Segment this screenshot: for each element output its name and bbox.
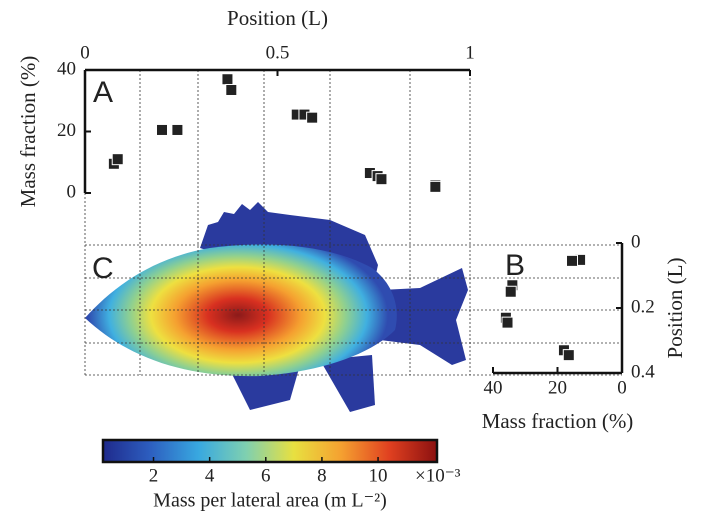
y-axis-label: Position (L) [663, 258, 687, 359]
colorbar-multiplier: ×10⁻³ [415, 465, 461, 486]
panel-label: A [93, 76, 113, 109]
y-tick-label: 0 [631, 231, 641, 252]
data-point [562, 349, 575, 362]
data-point [111, 153, 124, 166]
x-axis-label: Mass fraction (%) [482, 409, 634, 433]
x-axis-label: Position (L) [227, 6, 328, 30]
data-point [504, 285, 517, 298]
colorbar-tick-label: 6 [261, 465, 271, 486]
data-point [171, 123, 184, 136]
x-tick-label: 0 [617, 377, 627, 398]
panel-label: C [92, 252, 114, 285]
data-point [429, 180, 442, 193]
dashed-grid [84, 70, 622, 376]
data-point [156, 123, 168, 136]
colorbar-tick-label: 2 [149, 465, 159, 486]
y-axis-label: Mass fraction (%) [16, 56, 40, 208]
colorbar [101, 438, 439, 464]
colorbar-tick-label: 8 [317, 465, 327, 486]
x-tick-label: 1 [465, 42, 475, 63]
y-tick-label: 40 [57, 58, 76, 79]
data-point [306, 111, 319, 124]
data-point [566, 254, 579, 267]
y-tick-label: 0.2 [631, 296, 655, 317]
y-tick-label: 0 [67, 181, 77, 202]
fish [85, 202, 468, 412]
x-tick-label: 0 [80, 42, 90, 63]
x-tick-label: 40 [484, 377, 503, 398]
data-point [501, 316, 514, 329]
data-point [225, 83, 238, 96]
colorbar-label: Mass per lateral area (m L⁻²) [153, 490, 387, 512]
colorbar-tick-label: 10 [369, 465, 388, 486]
data-point [221, 73, 234, 86]
data-point [375, 173, 388, 186]
y-tick-label: 20 [57, 120, 76, 141]
x-tick-label: 0.5 [266, 42, 290, 63]
y-tick-label: 0.4 [631, 361, 655, 382]
panel-label: B [505, 249, 525, 282]
x-tick-label: 20 [548, 377, 567, 398]
colorbar-tick-label: 4 [205, 465, 215, 486]
